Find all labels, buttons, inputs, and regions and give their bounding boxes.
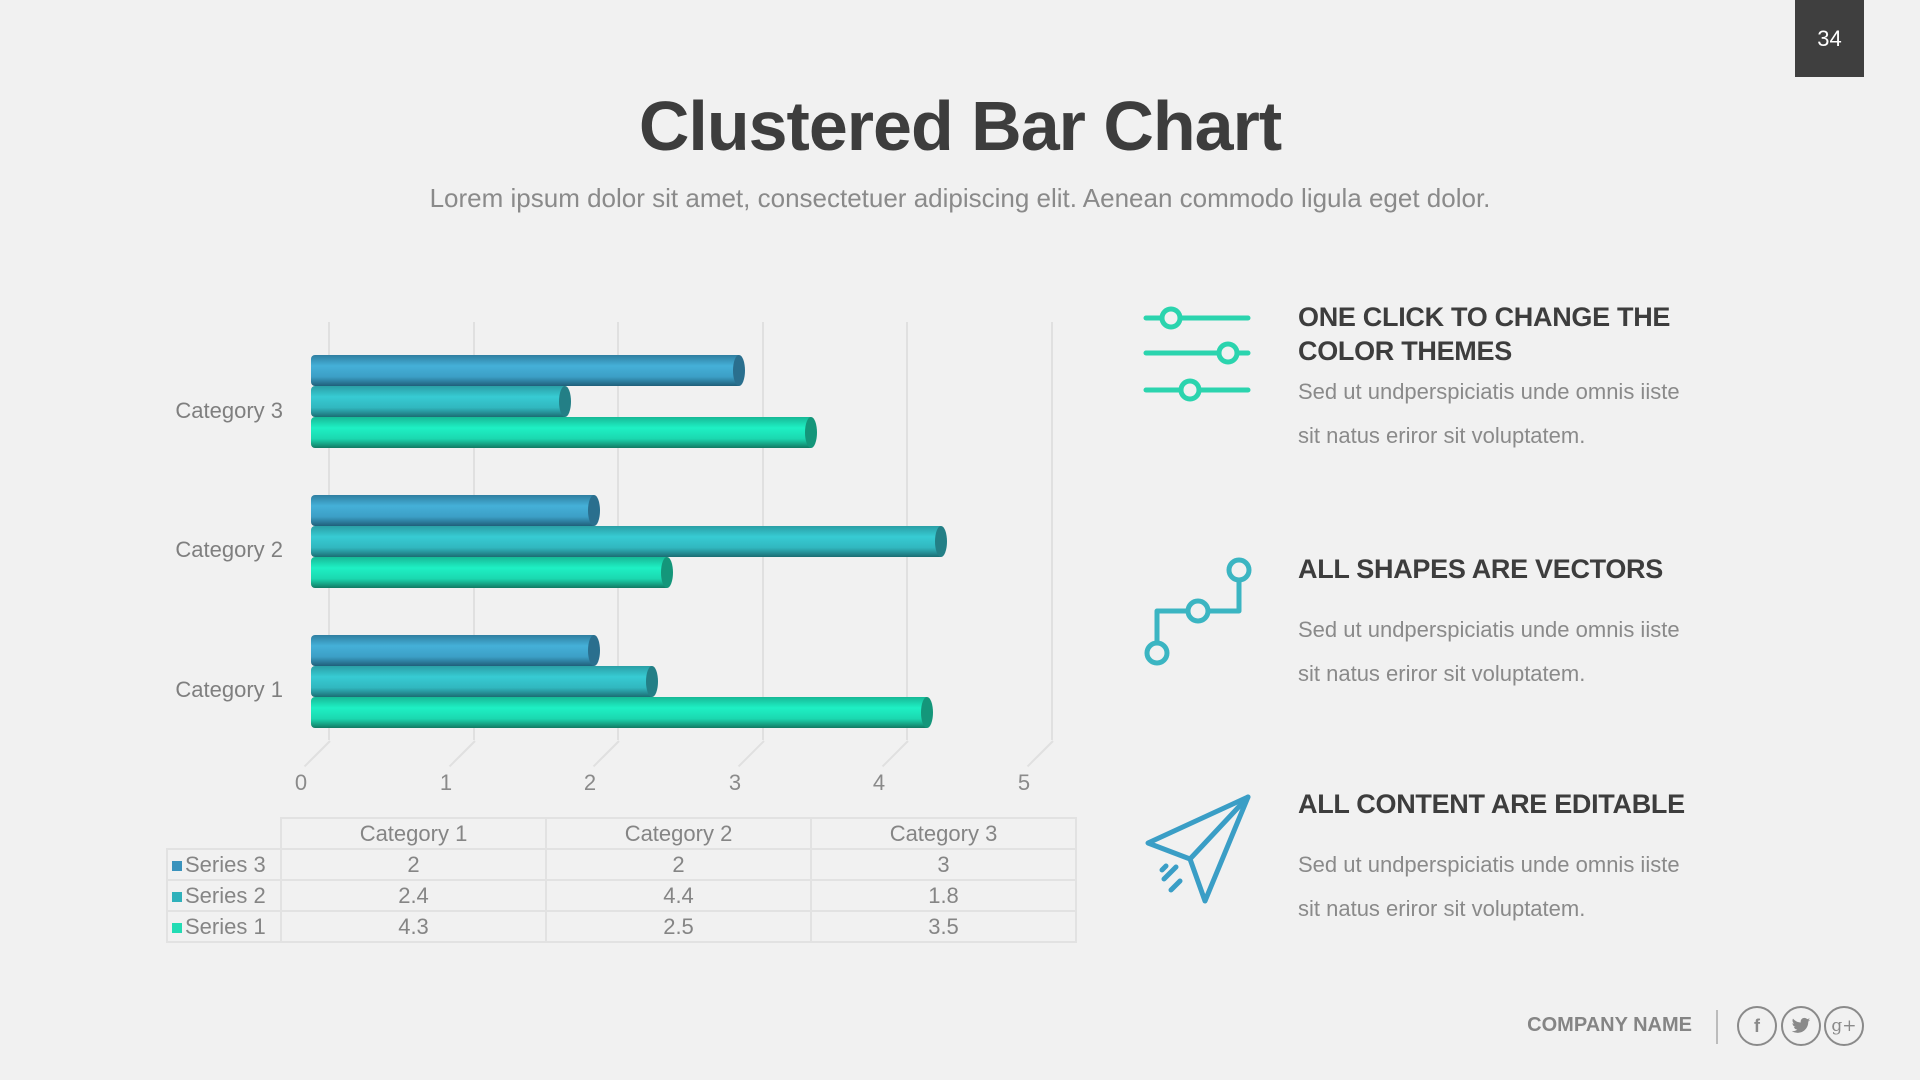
table-header-row: Category 1 Category 2 Category 3 <box>167 817 1077 850</box>
gridline-depth <box>1026 740 1054 768</box>
feature-heading-line: ONE CLICK TO CHANGE THE <box>1298 302 1671 332</box>
table-cell: 1.8 <box>810 879 1077 912</box>
category-label: Category 3 <box>175 398 283 423</box>
feature-editable: ALL CONTENT ARE EDITABLE Sed ut undpersp… <box>1140 787 1780 927</box>
table-cell: 2 <box>280 848 547 881</box>
facebook-icon[interactable]: f <box>1737 1006 1777 1046</box>
table-cell: 2.4 <box>280 879 547 912</box>
table-header: Category 1 <box>280 817 547 850</box>
feature-body-line: sit natus eriror sit voluptatem. <box>1298 661 1586 686</box>
legend-series3: Series 3 <box>166 848 282 881</box>
table-corner <box>167 818 282 850</box>
table-header: Category 3 <box>810 817 1077 850</box>
page-title: Clustered Bar Chart <box>638 87 1282 165</box>
table-cell: 3 <box>810 848 1077 881</box>
category-label: Category 2 <box>175 537 283 562</box>
feature-body: Sed ut undperspiciatis unde omnis iiste … <box>1298 843 1758 931</box>
sliders-icon <box>1143 306 1251 402</box>
gridline-depth <box>881 740 909 768</box>
series-label: Series 1 <box>185 914 266 939</box>
bar-category3-series1 <box>311 417 818 448</box>
series-label: Series 3 <box>185 852 266 877</box>
chart-data-table: Category 1 Category 2 Category 3 Series … <box>166 817 1077 943</box>
legend-swatch <box>172 892 182 903</box>
feature-body: Sed ut undperspiciatis unde omnis iiste … <box>1298 370 1758 458</box>
feature-vectors: ALL SHAPES ARE VECTORS Sed ut undperspic… <box>1140 552 1780 692</box>
bar-category3-series3 <box>311 355 745 386</box>
table-cell: 3.5 <box>810 910 1077 943</box>
company-name: COMPANY NAME <box>1527 1014 1692 1036</box>
footer-divider <box>1716 1010 1718 1044</box>
table-row: Series 3 2 2 3 <box>166 848 1077 881</box>
feature-body-line: Sed ut undperspiciatis unde omnis iiste <box>1298 617 1680 642</box>
bar-category3-series2 <box>311 386 572 417</box>
feature-body-line: sit natus eriror sit voluptatem. <box>1298 423 1586 448</box>
feature-color-themes: ONE CLICK TO CHANGE THE COLOR THEMES Sed… <box>1140 296 1780 456</box>
feature-body: Sed ut undperspiciatis unde omnis iiste … <box>1298 608 1758 696</box>
table-row: Series 2 2.4 4.4 1.8 <box>166 879 1077 912</box>
table-cell: 4.3 <box>280 910 547 943</box>
x-tick-label: 5 <box>1017 770 1031 795</box>
table-cell: 4.4 <box>545 879 812 912</box>
x-tick-label: 1 <box>439 770 453 795</box>
table-cell: 2.5 <box>545 910 812 943</box>
gridline-depth <box>303 740 331 768</box>
category-label: Category 1 <box>175 677 283 702</box>
feature-heading: ALL SHAPES ARE VECTORS <box>1298 552 1768 586</box>
legend-swatch <box>172 923 182 934</box>
paper-plane-icon <box>1145 794 1251 904</box>
feature-heading: ALL CONTENT ARE EDITABLE <box>1298 787 1768 821</box>
gridline-depth <box>448 740 476 768</box>
legend-series2: Series 2 <box>166 879 282 912</box>
legend-series1: Series 1 <box>166 910 282 943</box>
bar-category1-series3 <box>311 635 601 666</box>
feature-body-line: Sed ut undperspiciatis unde omnis iiste <box>1298 852 1680 877</box>
clustered-bar-chart: 0 1 2 3 4 5 Category 3 Category 2 Catego… <box>175 322 1054 795</box>
feature-body-line: Sed ut undperspiciatis unde omnis iiste <box>1298 379 1680 404</box>
page-number-badge: 34 <box>1795 0 1864 77</box>
gridline <box>1051 322 1053 740</box>
series-label: Series 2 <box>185 883 266 908</box>
feature-heading-line: ALL CONTENT ARE EDITABLE <box>1298 789 1685 819</box>
bar-category2-series1 <box>311 557 672 588</box>
feature-heading-line: COLOR THEMES <box>1298 336 1512 366</box>
x-tick-label: 3 <box>728 770 742 795</box>
gridline-depth <box>592 740 620 768</box>
x-tick-label: 0 <box>294 770 308 795</box>
x-tick-label: 4 <box>872 770 886 795</box>
twitter-bird-glyph <box>1791 1017 1811 1033</box>
feature-heading: ONE CLICK TO CHANGE THE COLOR THEMES <box>1298 300 1768 368</box>
feature-heading-line: ALL SHAPES ARE VECTORS <box>1298 554 1663 584</box>
table-row: Series 1 4.3 2.5 3.5 <box>166 910 1077 943</box>
legend-swatch <box>172 861 182 872</box>
gridline-depth <box>737 740 765 768</box>
table-cell: 2 <box>545 848 812 881</box>
bar-category2-series2 <box>311 526 948 557</box>
page-subtitle: Lorem ipsum dolor sit amet, consectetuer… <box>429 183 1491 213</box>
x-tick-label: 2 <box>583 770 597 795</box>
google-plus-icon[interactable]: g+ <box>1824 1006 1864 1046</box>
bar-category2-series3 <box>311 495 601 526</box>
twitter-icon[interactable] <box>1781 1006 1821 1046</box>
bar-category1-series1 <box>311 697 933 728</box>
table-header: Category 2 <box>545 817 812 850</box>
bar-category1-series2 <box>311 666 659 697</box>
feature-body-line: sit natus eriror sit voluptatem. <box>1298 896 1586 921</box>
vector-nodes-icon <box>1144 557 1252 666</box>
